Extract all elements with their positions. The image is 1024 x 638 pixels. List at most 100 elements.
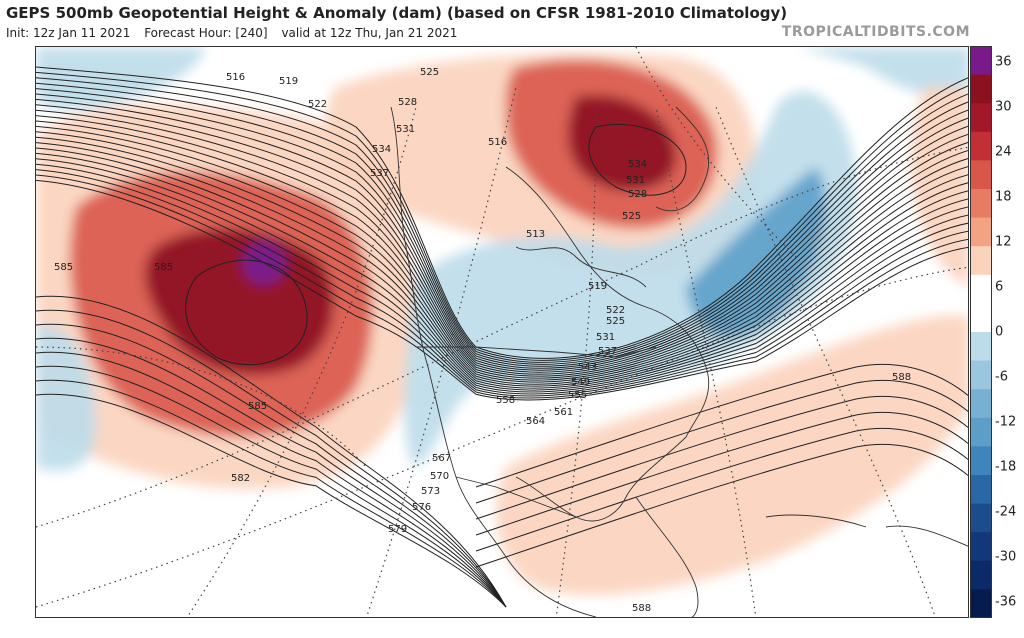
- height-contour: [475, 363, 968, 488]
- graticule-line: [36, 266, 968, 608]
- colorbar-step: [970, 160, 992, 190]
- valid-time: valid at 12z Thu, Jan 21 2021: [281, 26, 458, 40]
- graticule-line: [635, 47, 797, 258]
- colorbar-step: [970, 332, 992, 362]
- anomaly-region: [36, 325, 96, 471]
- contour-label: 576: [412, 502, 431, 513]
- anomaly-region: [36, 47, 206, 109]
- contour-label: 531: [396, 124, 415, 135]
- anomaly-colorbar: [970, 46, 992, 619]
- coastline: [515, 436, 687, 522]
- contour-label: 516: [226, 72, 245, 83]
- height-contour: [36, 351, 507, 608]
- colorbar-step: [970, 560, 992, 590]
- contour-label: 537: [598, 346, 617, 357]
- contour-label: 585: [248, 401, 267, 412]
- colorbar-ticks: 36 30 24 18 12 6 0 -6 -12 -18 -24 -30 -36: [995, 46, 1023, 618]
- height-contour: [475, 411, 968, 536]
- colorbar-tick-label: 12: [995, 234, 1012, 250]
- contour-label: 555: [568, 390, 587, 401]
- contour-label: 531: [596, 332, 615, 343]
- height-contour: [36, 88, 968, 367]
- height-contour: [36, 93, 968, 369]
- height-contour: [36, 77, 968, 363]
- anomaly-map: 516 519 522 525 528 531 534 537 585 585 585 582 579 5…: [35, 46, 969, 618]
- colorbar-tick-label: 36: [995, 54, 1012, 70]
- contour-label: 513: [526, 229, 545, 240]
- forecast-hour: Forecast Hour: [240]: [144, 26, 268, 40]
- height-contour: [36, 104, 968, 373]
- colorbar-step: [970, 389, 992, 419]
- colorbar-tick-label: -12: [995, 414, 1017, 430]
- contour-label: 573: [421, 486, 440, 497]
- contour-label: 549: [571, 377, 590, 388]
- colorbar-step: [970, 217, 992, 247]
- colorbar-step: [970, 417, 992, 447]
- contour-label: 537: [370, 168, 389, 179]
- coastline: [635, 496, 699, 617]
- height-contour: [36, 179, 968, 401]
- map-subtitle: Init: 12z Jan 11 2021 Forecast Hour: [24…: [6, 26, 467, 40]
- coastline: [765, 514, 867, 528]
- colorbar-step: [970, 360, 992, 390]
- colorbar-step: [970, 589, 992, 619]
- contour-label: 561: [554, 407, 573, 418]
- height-contour: [36, 71, 968, 361]
- colorbar-tick-label: 30: [995, 99, 1012, 115]
- contour-label: 534: [628, 159, 647, 170]
- height-contour: [36, 147, 968, 389]
- country-border: [455, 476, 577, 518]
- colorbar-canvas: [970, 46, 992, 619]
- height-contour: [36, 393, 507, 608]
- contour-label: 525: [606, 316, 625, 327]
- coastline: [390, 106, 597, 617]
- colorbar-frame: [970, 46, 992, 618]
- contour-label: 579: [388, 524, 407, 535]
- contour-label: 570: [430, 471, 449, 482]
- colorbar-step: [970, 274, 992, 304]
- contour-label: 534: [372, 144, 391, 155]
- colorbar-tick-label: 6: [995, 279, 1004, 295]
- contour-label: 525: [622, 211, 641, 222]
- colorbar-step: [970, 446, 992, 476]
- height-contour: [36, 120, 968, 379]
- colorbar-step: [970, 131, 992, 161]
- height-contour: [36, 136, 968, 385]
- colorbar-step: [970, 189, 992, 219]
- coastline: [505, 166, 710, 438]
- contour-label: 582: [231, 473, 250, 484]
- colorbar-tick-label: -30: [995, 549, 1017, 565]
- height-contour: [36, 337, 507, 608]
- contour-label: 585: [154, 262, 173, 273]
- colorbar-tick-label: 0: [995, 324, 1004, 340]
- colorbar-step: [970, 503, 992, 533]
- height-contour: [36, 379, 507, 608]
- height-contour: [588, 123, 687, 196]
- contour-label: 567: [432, 453, 451, 464]
- colorbar-step: [970, 475, 992, 505]
- contour-label: 543: [578, 362, 597, 373]
- graticule-line: [715, 106, 936, 617]
- anomaly-region: [796, 47, 968, 96]
- contour-label: 588: [892, 372, 911, 383]
- contour-label: 522: [606, 305, 625, 316]
- colorbar-tick-label: 24: [995, 144, 1012, 160]
- contour-label: 519: [279, 76, 298, 87]
- graticule: [36, 47, 968, 617]
- height-contour: [36, 131, 968, 383]
- country-border: [416, 346, 657, 358]
- height-contour: [36, 295, 507, 608]
- height-contour: [475, 379, 968, 504]
- init-time: Init: 12z Jan 11 2021: [6, 26, 131, 40]
- height-contour: [36, 309, 507, 608]
- colorbar-step: [970, 103, 992, 133]
- height-contour: [475, 395, 968, 520]
- colorbar-steps: [970, 46, 992, 619]
- coastline: [655, 106, 710, 212]
- contour-label: 528: [628, 189, 647, 200]
- colorbar-tick-label: -18: [995, 459, 1017, 475]
- site-brand: TROPICALTIDBITS.COM: [781, 24, 970, 40]
- anomaly-region: [145, 228, 334, 375]
